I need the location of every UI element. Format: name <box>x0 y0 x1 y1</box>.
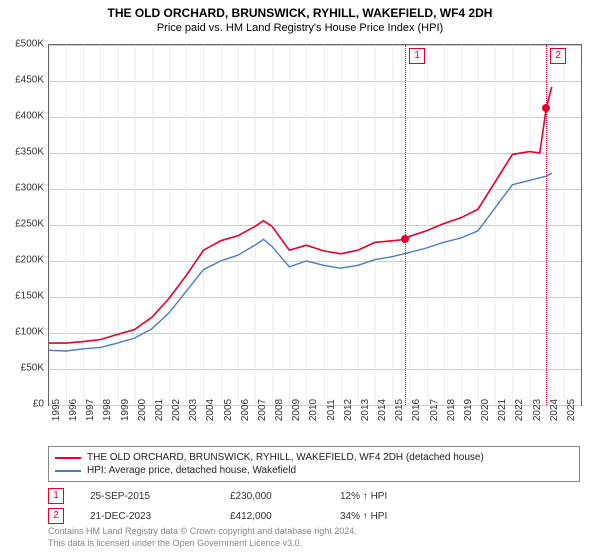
x-axis-tick-label: 2001 <box>154 399 165 421</box>
sale-marker-dot <box>542 104 550 112</box>
x-axis-tick-label: 2011 <box>326 399 337 421</box>
x-axis-tick-label: 2017 <box>429 399 440 421</box>
x-axis-tick-label: 1999 <box>120 399 131 421</box>
x-axis-tick-label: 2019 <box>463 399 474 421</box>
sales-table: 1 25-SEP-2015 £230,000 12% ↑ HPI 2 21-DE… <box>48 486 580 526</box>
chart-subtitle: Price paid vs. HM Land Registry's House … <box>0 22 600 34</box>
table-row: 1 25-SEP-2015 £230,000 12% ↑ HPI <box>48 486 580 506</box>
x-axis-tick-label: 1998 <box>102 399 113 421</box>
sale-marker-line <box>405 45 406 405</box>
x-axis-tick-label: 2014 <box>377 399 388 421</box>
legend-item-property: THE OLD ORCHARD, BRUNSWICK, RYHILL, WAKE… <box>55 451 573 464</box>
sale-date-2: 21-DEC-2023 <box>64 511 230 522</box>
x-axis-tick-label: 2007 <box>257 399 268 421</box>
legend-label-hpi: HPI: Average price, detached house, Wake… <box>87 465 296 476</box>
y-axis-tick-label: £150K <box>4 291 44 302</box>
x-axis-tick-label: 2016 <box>411 399 422 421</box>
x-axis-tick-label: 1995 <box>51 399 62 421</box>
sale-marker-badge: 1 <box>409 48 425 64</box>
footer-line-1: Contains HM Land Registry data © Crown c… <box>48 526 357 538</box>
sale-price-1: £230,000 <box>230 491 340 502</box>
legend-swatch-property <box>55 457 81 459</box>
y-axis-tick-label: £250K <box>4 219 44 230</box>
x-axis-tick-label: 2013 <box>360 399 371 421</box>
y-axis-tick-label: £350K <box>4 147 44 158</box>
y-axis-tick-label: £0 <box>4 399 44 410</box>
x-axis-tick-label: 2020 <box>480 399 491 421</box>
x-axis-tick-label: 2018 <box>446 399 457 421</box>
sale-badge-1: 1 <box>48 488 64 504</box>
x-axis-tick-label: 1997 <box>85 399 96 421</box>
x-axis-tick-label: 2004 <box>205 399 216 421</box>
sale-pct-1: 12% ↑ HPI <box>340 491 460 502</box>
x-axis-tick-label: 2000 <box>137 399 148 421</box>
table-row: 2 21-DEC-2023 £412,000 34% ↑ HPI <box>48 506 580 526</box>
sale-price-2: £412,000 <box>230 511 340 522</box>
y-axis-tick-label: £50K <box>4 363 44 374</box>
x-axis-tick-label: 2023 <box>532 399 543 421</box>
x-axis-tick-label: 2006 <box>240 399 251 421</box>
legend-item-hpi: HPI: Average price, detached house, Wake… <box>55 464 573 477</box>
x-axis-tick-label: 2012 <box>343 399 354 421</box>
x-axis-tick-label: 1996 <box>68 399 79 421</box>
x-axis-tick-label: 2002 <box>171 399 182 421</box>
sale-badge-2: 2 <box>48 508 64 524</box>
footer: Contains HM Land Registry data © Crown c… <box>48 526 357 549</box>
chart-title: THE OLD ORCHARD, BRUNSWICK, RYHILL, WAKE… <box>0 6 600 20</box>
y-axis-tick-label: £450K <box>4 75 44 86</box>
x-axis-tick-label: 2022 <box>514 399 525 421</box>
y-axis-tick-label: £400K <box>4 111 44 122</box>
sale-marker-dot <box>401 235 409 243</box>
y-axis-tick-label: £500K <box>4 39 44 50</box>
x-axis-tick-label: 2015 <box>394 399 405 421</box>
sale-pct-2: 34% ↑ HPI <box>340 511 460 522</box>
sale-date-1: 25-SEP-2015 <box>64 491 230 502</box>
y-axis-tick-label: £300K <box>4 183 44 194</box>
legend-label-property: THE OLD ORCHARD, BRUNSWICK, RYHILL, WAKE… <box>87 452 484 463</box>
x-axis-tick-label: 2008 <box>274 399 285 421</box>
footer-line-2: This data is licensed under the Open Gov… <box>48 538 357 550</box>
x-axis-tick-label: 2003 <box>188 399 199 421</box>
x-axis-tick-label: 2025 <box>566 399 577 421</box>
sale-marker-line <box>546 45 547 405</box>
sale-marker-badge: 2 <box>550 48 566 64</box>
x-axis-tick-label: 2010 <box>308 399 319 421</box>
legend-swatch-hpi <box>55 470 81 472</box>
chart-plot-area: 12 <box>48 44 582 406</box>
y-axis-tick-label: £200K <box>4 255 44 266</box>
series-hpi <box>49 173 552 351</box>
x-axis-tick-label: 2005 <box>223 399 234 421</box>
series-property <box>49 87 552 343</box>
x-axis-tick-label: 2024 <box>549 399 560 421</box>
x-axis-tick-label: 2009 <box>291 399 302 421</box>
y-axis-tick-label: £100K <box>4 327 44 338</box>
legend: THE OLD ORCHARD, BRUNSWICK, RYHILL, WAKE… <box>48 446 580 482</box>
x-axis-tick-label: 2021 <box>497 399 508 421</box>
